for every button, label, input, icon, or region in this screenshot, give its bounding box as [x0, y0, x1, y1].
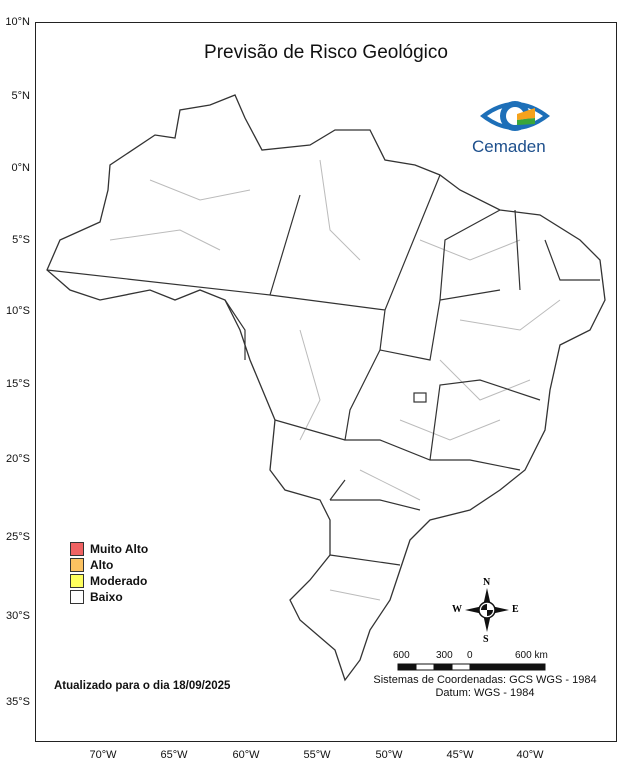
datum: Datum: WGS - 1984 [435, 687, 535, 699]
lat-tick: 20°S [6, 453, 30, 465]
lat-tick: 25°S [6, 531, 30, 543]
compass-w: W [452, 604, 462, 615]
lat-tick: 0°N [11, 162, 30, 174]
scale-label: 600 km [515, 650, 548, 661]
legend-label: Muito Alto [90, 542, 149, 556]
legend-item-muito-alto: Muito Alto [70, 541, 148, 557]
compass-n: N [483, 577, 491, 588]
compass-s: S [483, 634, 489, 645]
map-frame [35, 22, 617, 742]
lon-tick: 65°W [160, 749, 188, 761]
lat-tick: 5°S [12, 234, 30, 246]
lon-tick: 40°W [516, 749, 544, 761]
scale-label: 600 [393, 650, 410, 661]
map-title: Previsão de Risco Geológico [204, 42, 448, 63]
compass-e: E [512, 604, 519, 615]
legend: Muito Alto Alto Moderado Baixo [70, 541, 148, 605]
lon-tick: 70°W [89, 749, 117, 761]
lat-tick: 10°N [5, 16, 30, 28]
lat-tick: 15°S [6, 378, 30, 390]
legend-item-moderado: Moderado [70, 573, 148, 589]
lon-tick: 50°W [375, 749, 403, 761]
legend-label: Baixo [90, 590, 123, 604]
logo-text: Cemaden [472, 137, 546, 156]
legend-item-baixo: Baixo [70, 589, 148, 605]
scale-label: 0 [467, 650, 473, 661]
updated-date: Atualizado para o dia 18/09/2025 [54, 680, 231, 692]
coordinate-system: Sistemas de Coordenadas: GCS WGS - 1984 [373, 674, 597, 686]
compass-rose [465, 588, 509, 632]
swatch [70, 574, 84, 588]
municipal-borders [109, 159, 561, 601]
lon-tick: 45°W [446, 749, 474, 761]
swatch [70, 590, 84, 604]
legend-item-alto: Alto [70, 557, 148, 573]
brazil-outline [46, 94, 606, 682]
scale-label: 300 [436, 650, 453, 661]
legend-label: Alto [90, 558, 114, 572]
lat-tick: 5°N [11, 90, 30, 102]
cemaden-logo [480, 101, 550, 131]
legend-label: Moderado [90, 574, 148, 588]
lat-tick: 35°S [6, 696, 30, 708]
state-borders [46, 174, 600, 566]
scale-bar [397, 663, 546, 671]
swatch [70, 558, 84, 572]
lon-tick: 55°W [303, 749, 331, 761]
lat-tick: 10°S [6, 305, 30, 317]
swatch [70, 542, 84, 556]
lat-tick: 30°S [6, 610, 30, 622]
lon-tick: 60°W [232, 749, 260, 761]
